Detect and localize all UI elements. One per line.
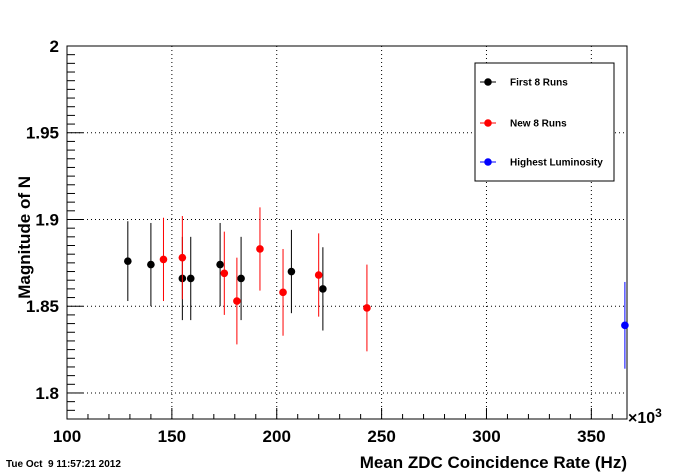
data-point — [287, 267, 296, 276]
legend-label: Highest Luminosity — [510, 158, 603, 169]
data-point — [216, 260, 224, 269]
data-point — [256, 245, 264, 253]
data-point — [186, 274, 195, 283]
data-point — [220, 269, 229, 278]
data-point — [279, 288, 287, 297]
plot-frame — [66, 45, 628, 420]
x-multiplier-label: ×103 — [628, 406, 662, 427]
data-point — [314, 271, 323, 279]
data-point — [237, 274, 245, 283]
y-tick-label: 1.85 — [26, 297, 59, 316]
x-tick-label: 150 — [158, 427, 186, 446]
x-tick-label: 100 — [53, 427, 81, 446]
x-axis-ticks: 100 150 200 250 300 350 — [53, 408, 613, 446]
x-axis-title: Mean ZDC Coincidence Rate (Hz) — [360, 453, 627, 472]
data-point — [159, 255, 168, 264]
legend-marker — [484, 158, 492, 166]
y-axis-title: Magnitude of N — [15, 176, 34, 299]
x-tick-label: 300 — [472, 427, 500, 446]
x-tick-label: 350 — [577, 427, 605, 446]
y-tick-label: 2 — [50, 37, 59, 56]
legend-marker — [484, 78, 492, 86]
grid-lines — [67, 46, 627, 419]
data-point — [319, 285, 327, 293]
y-axis-ticks: 1.8 1.85 1.9 1.95 2 — [26, 37, 83, 411]
y-tick-label: 1.95 — [26, 124, 59, 143]
legend-label: First 8 Runs — [510, 78, 568, 89]
legend-marker — [484, 119, 492, 127]
legend-box — [474, 62, 615, 182]
x-tick-label: 200 — [263, 427, 291, 446]
data-point — [124, 257, 132, 265]
data-point — [621, 321, 629, 330]
x-tick-label: 250 — [367, 427, 395, 446]
data-points — [124, 207, 629, 369]
legend-label: New 8 Runs — [510, 119, 567, 130]
y-tick-label: 1.9 — [35, 210, 59, 229]
data-point — [178, 253, 187, 262]
data-point — [147, 260, 155, 269]
data-point — [363, 304, 371, 312]
data-point — [233, 297, 241, 305]
timestamp: Tue Oct 9 11:57:21 2012 — [6, 459, 121, 470]
legend: First 8 Runs New 8 Runs Highest Luminosity — [474, 62, 615, 182]
y-tick-label: 1.8 — [35, 384, 59, 403]
